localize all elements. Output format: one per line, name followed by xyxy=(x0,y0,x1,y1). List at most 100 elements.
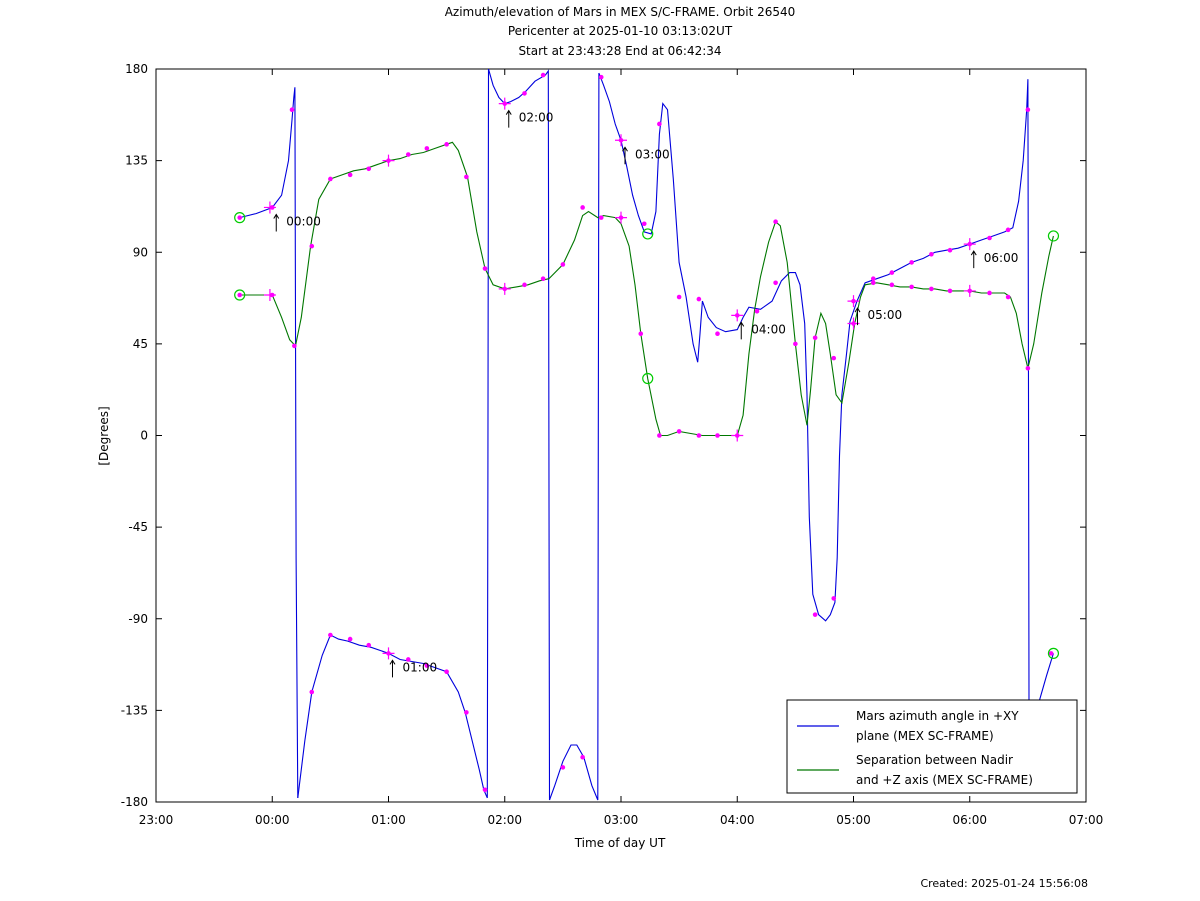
sample-marker xyxy=(1048,651,1054,656)
x-tick-label: 01:00 xyxy=(371,813,406,827)
sample-marker xyxy=(909,284,914,290)
azimuth-series-line xyxy=(239,87,299,798)
annotation-arrow xyxy=(505,109,512,128)
sample-marker xyxy=(657,433,662,438)
sample-marker xyxy=(309,243,315,249)
y-tick-label: 0 xyxy=(140,429,148,443)
sample-marker xyxy=(598,215,604,220)
x-tick-label: 23:00 xyxy=(139,813,174,827)
annotation-label: 03:00 xyxy=(635,147,670,161)
sample-marker xyxy=(464,174,469,180)
sample-marker xyxy=(696,296,702,302)
sample-marker xyxy=(1025,107,1031,113)
sample-marker xyxy=(347,636,353,642)
sample-marker xyxy=(793,341,798,347)
y-tick-label: 135 xyxy=(125,154,148,168)
sample-marker xyxy=(237,215,242,220)
sample-marker xyxy=(309,689,315,695)
sample-marker xyxy=(386,158,391,163)
x-tick-label: 07:00 xyxy=(1069,813,1104,827)
sample-marker xyxy=(482,266,488,271)
annotation-label: 05:00 xyxy=(868,308,903,322)
sample-marker xyxy=(987,235,992,241)
sample-marker xyxy=(347,172,353,178)
x-tick-label: 04:00 xyxy=(720,813,755,827)
sample-marker xyxy=(851,321,856,326)
azimuth-series-line xyxy=(548,73,600,801)
sample-marker xyxy=(734,313,740,318)
endpoint-circle xyxy=(642,372,654,385)
legend-entry-text: Mars azimuth angle in +XY xyxy=(856,709,1019,723)
sample-marker xyxy=(967,241,973,247)
endpoint-circle xyxy=(1047,230,1060,242)
sample-marker xyxy=(444,669,449,674)
sample-marker xyxy=(366,642,372,648)
y-tick-label: 90 xyxy=(133,245,148,259)
sample-marker xyxy=(464,710,469,715)
sample-marker xyxy=(618,137,624,143)
sample-marker xyxy=(812,335,818,341)
sample-marker xyxy=(657,121,662,127)
sample-marker xyxy=(540,72,546,78)
sample-marker xyxy=(618,215,624,220)
sample-marker xyxy=(1005,294,1011,300)
endpoint-circle xyxy=(1047,647,1060,659)
y-tick-label: 180 xyxy=(125,62,148,76)
annotation-arrow xyxy=(273,213,280,232)
sample-marker xyxy=(269,292,275,298)
sample-marker xyxy=(598,74,604,80)
created-timestamp: Created: 2025-01-24 15:56:08 xyxy=(920,877,1088,890)
sample-marker xyxy=(641,221,647,227)
sample-marker xyxy=(831,355,837,361)
sample-marker xyxy=(580,205,585,210)
annotation-arrow xyxy=(622,146,628,165)
sample-marker xyxy=(560,262,566,267)
y-tick-label: -180 xyxy=(121,795,148,809)
sample-marker xyxy=(328,632,333,638)
sample-marker xyxy=(405,657,411,662)
sample-marker xyxy=(1005,227,1011,233)
sample-marker xyxy=(812,612,818,617)
sample-marker xyxy=(540,276,546,282)
sample-marker xyxy=(560,765,566,770)
endpoint-circle xyxy=(234,289,246,301)
sample-marker xyxy=(405,152,411,157)
sample-marker xyxy=(715,433,720,438)
sample-marker xyxy=(754,308,760,314)
sample-marker xyxy=(580,754,585,760)
y-axis-label: [Degrees] xyxy=(97,406,111,466)
annotation-arrow xyxy=(389,659,396,678)
sample-marker xyxy=(289,107,295,113)
sample-marker xyxy=(851,298,856,304)
legend-entry-text: Separation between Nadir xyxy=(856,753,1013,767)
annotation-arrow xyxy=(738,321,745,340)
sample-marker xyxy=(386,651,391,656)
annotation-label: 01:00 xyxy=(403,660,438,674)
sample-marker xyxy=(734,433,740,438)
x-tick-label: 02:00 xyxy=(487,813,522,827)
annotation-arrow xyxy=(854,307,861,326)
sample-marker xyxy=(987,290,992,296)
sample-marker xyxy=(522,91,527,96)
sample-marker xyxy=(424,146,430,151)
legend-entry-text: plane (MEX SC-FRAME) xyxy=(856,729,994,743)
sample-marker xyxy=(328,176,333,182)
sample-marker xyxy=(237,292,242,298)
sample-marker xyxy=(1025,366,1031,371)
sample-marker xyxy=(444,142,449,147)
y-tick-label: -135 xyxy=(121,703,148,717)
y-tick-label: -90 xyxy=(128,612,148,626)
sample-marker xyxy=(676,294,682,300)
sample-marker xyxy=(424,663,430,668)
sample-marker xyxy=(929,286,934,292)
sample-marker xyxy=(909,260,914,265)
sample-marker xyxy=(522,282,527,288)
annotation-label: 06:00 xyxy=(984,251,1019,265)
legend-box xyxy=(786,699,1078,794)
azimuth-series-line xyxy=(598,72,1030,701)
chart-subtitle-start-end: Start at 23:43:28 End at 06:42:34 xyxy=(518,44,722,58)
sample-marker xyxy=(638,331,644,336)
sample-marker xyxy=(292,343,297,349)
sample-marker xyxy=(773,219,778,225)
